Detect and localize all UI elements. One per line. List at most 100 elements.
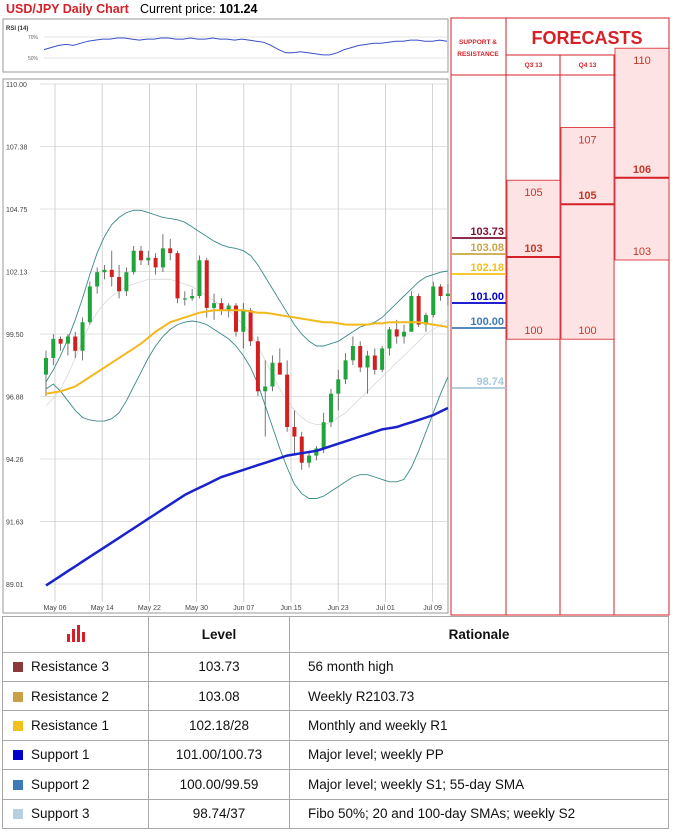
level-value: 103.08 (148, 680, 290, 712)
candle (431, 281, 436, 318)
candle (328, 388, 333, 428)
level-color-swatch (13, 691, 23, 702)
x-tick-label: Jun 15 (280, 605, 301, 612)
x-tick-label: Jul 01 (376, 605, 395, 612)
candle-body (248, 310, 253, 342)
price-panel: 110.00 107.38 104.75 102.13 99.50 96.88 94.26 9… (2, 78, 450, 614)
level-rationale: 56 month high (289, 651, 669, 682)
candle (160, 234, 165, 273)
chart-canvas: RSI (14) 70% 50% 110.00 107.38 104.75 102.1… (2, 17, 670, 616)
quarter-label: Q4 13 (579, 62, 597, 69)
bollinger-lower-line (45, 320, 449, 499)
candle (438, 284, 443, 301)
candle (153, 253, 158, 275)
x-tick-label: Jun 07 (233, 605, 254, 612)
candle (65, 334, 70, 356)
candle-body (43, 357, 49, 375)
candle (146, 250, 151, 266)
level-value: 100.00/99.59 (148, 769, 290, 800)
candle-body (336, 379, 341, 394)
sr-label: 103.08 (470, 242, 504, 254)
candle-body (328, 393, 333, 423)
candle (124, 267, 129, 297)
candle-body (190, 296, 195, 299)
candle (131, 245, 136, 275)
candle (365, 350, 370, 394)
candle-body (255, 341, 260, 392)
x-tick-label: May 14 (91, 605, 114, 612)
candle-body (372, 355, 377, 370)
candle (307, 450, 312, 468)
forecast-column: Q1 14110106103 (614, 47, 670, 261)
candle-body (204, 260, 209, 308)
candle (87, 281, 92, 325)
candle (138, 245, 144, 266)
candle-body (109, 269, 114, 277)
candle (102, 265, 107, 280)
y-tick-label: 99.50 (6, 332, 24, 339)
candle-body (350, 346, 355, 361)
level-value: 98.74/37 (148, 798, 290, 830)
sr-marker: 102.18 (452, 262, 506, 275)
y-tick-label: 110.00 (6, 82, 27, 89)
level-rationale: Monthly and weekly R1 (289, 710, 669, 741)
candle-body (219, 303, 224, 311)
sr-marker: 103.73 (452, 226, 506, 239)
candle (321, 412, 326, 454)
rationale-heading: Rationale (289, 616, 669, 653)
rsi-line (43, 37, 448, 56)
candle (350, 336, 355, 366)
level-name: Support 3 (31, 806, 90, 822)
x-tick-label: Jun 23 (328, 605, 349, 612)
candle (197, 255, 202, 299)
level-rationale: Weekly R2103.73 (289, 680, 669, 712)
candle (109, 250, 114, 287)
level-rationale: Major level; weekly PP (289, 739, 669, 771)
x-tick-label: May 22 (138, 605, 161, 612)
candle (212, 293, 217, 320)
level-color-swatch (13, 750, 23, 761)
candle (358, 341, 363, 373)
table-row: Resistance 3 103.73 56 month high (2, 651, 669, 682)
level-rationale: Fibo 50%; 20 and 100-day SMAs; weekly S2 (289, 798, 669, 830)
forecast-range (560, 127, 615, 340)
candle-body (160, 248, 165, 268)
candle-body (358, 346, 363, 368)
level-rationale: Major level; weekly S1; 55-day SMA (289, 769, 669, 800)
level-name-cell: Support 3 (2, 798, 149, 830)
candle (80, 317, 85, 361)
candle-body (175, 253, 180, 299)
candle (285, 360, 290, 432)
candle-body (380, 348, 385, 370)
candle-body (270, 362, 275, 387)
candle-body (58, 338, 63, 344)
candle-body (65, 336, 70, 344)
candle-body (285, 374, 290, 428)
level-value: 102.18/28 (148, 710, 290, 741)
candle-body (365, 355, 370, 368)
forecast-median-label: 105 (578, 190, 596, 202)
level-color-swatch (13, 809, 23, 820)
x-tick-label: Jul 09 (423, 605, 442, 612)
level-name-cell: Support 1 (2, 739, 149, 771)
candle-body (307, 455, 312, 463)
candle-body (402, 331, 407, 337)
level-name: Resistance 2 (31, 688, 110, 704)
table-row: Support 2 100.00/99.59 Major level; weekly… (2, 769, 669, 800)
candle (445, 284, 450, 306)
levels-table: Level Rationale Resistance 3 103.73 56 mon… (2, 616, 669, 830)
candle-body (277, 362, 282, 375)
candle-body (343, 360, 348, 380)
candle (336, 369, 341, 411)
candle (204, 257, 209, 318)
candle (292, 410, 297, 456)
current-price: Current price: 101.24 (140, 2, 258, 16)
candle-body (226, 305, 231, 311)
candle-body (73, 336, 78, 351)
candle (423, 312, 428, 332)
candle-body (80, 322, 85, 351)
candle (343, 353, 348, 385)
forecast-range (614, 47, 670, 261)
candle-body (233, 305, 238, 332)
candle (270, 355, 275, 392)
